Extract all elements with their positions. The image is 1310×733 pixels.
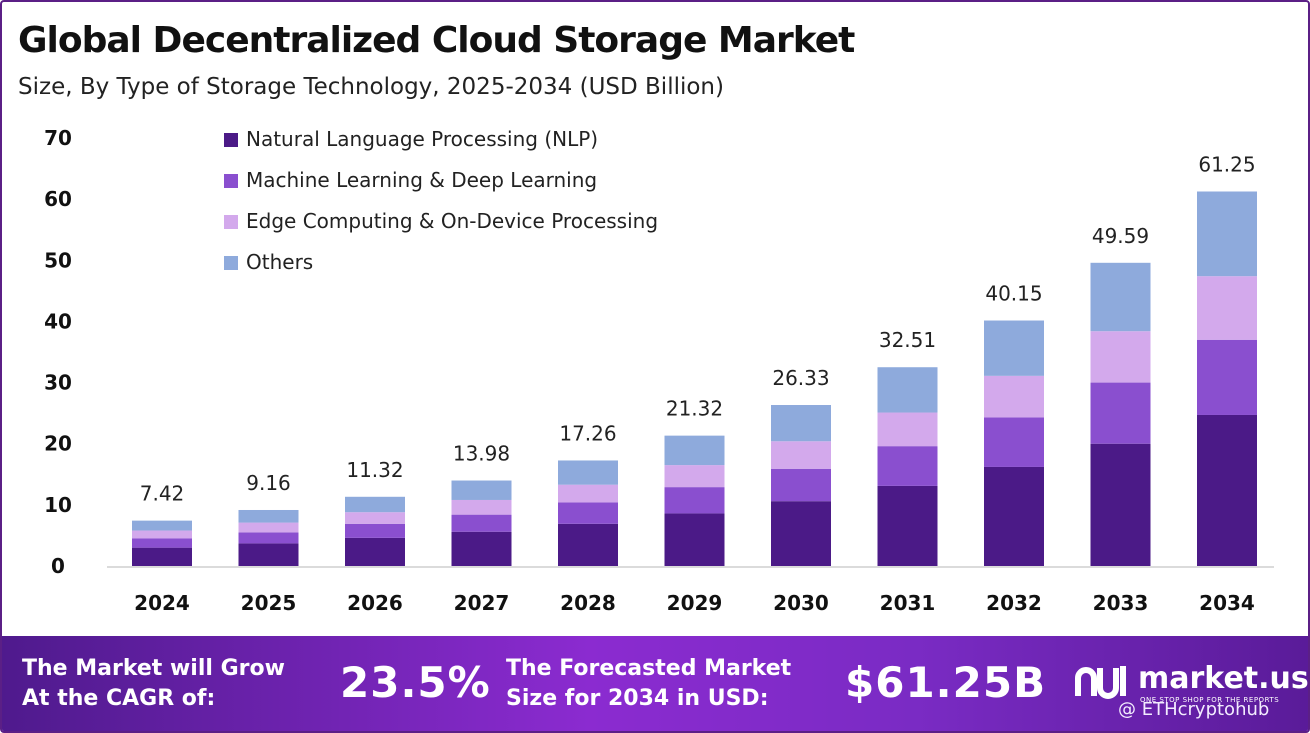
bar-total-label: 32.51 xyxy=(879,328,936,352)
x-tick-label: 2027 xyxy=(454,591,510,615)
bar-segment xyxy=(984,375,1044,418)
bar-segment xyxy=(451,514,512,532)
bar-total-label: 7.42 xyxy=(140,482,185,506)
legend-swatch xyxy=(224,133,238,147)
legend-label: Edge Computing & On-Device Processing xyxy=(246,209,658,233)
x-tick-label: 2030 xyxy=(773,591,829,615)
bar-segment xyxy=(984,466,1044,566)
bar-segment xyxy=(1197,339,1257,415)
bar-segment xyxy=(1090,443,1151,566)
y-tick-label: 40 xyxy=(44,309,72,333)
cagr-label-line1: The Market will Grow xyxy=(22,656,285,681)
bar-segment xyxy=(558,460,618,485)
bar-segment xyxy=(558,484,618,503)
chart-title: Global Decentralized Cloud Storage Marke… xyxy=(18,20,855,61)
bar-segment xyxy=(771,468,831,502)
x-tick-label: 2026 xyxy=(347,591,403,615)
bar-segment xyxy=(238,543,299,566)
y-tick-label: 10 xyxy=(44,493,72,517)
x-tick-label: 2033 xyxy=(1093,591,1149,615)
bar-segment xyxy=(1090,382,1151,444)
x-tick-label: 2032 xyxy=(986,591,1042,615)
watermark-handle: @ ETHcryptohub xyxy=(1118,699,1270,720)
bar-total-label: 13.98 xyxy=(453,442,510,466)
y-tick-label: 60 xyxy=(44,187,72,211)
forecast-label: The Forecasted Market Size for 2034 in U… xyxy=(506,654,791,714)
forecast-value: $61.25B xyxy=(845,658,1047,707)
market-us-logo-icon xyxy=(1075,666,1126,699)
bar-segment xyxy=(451,499,512,515)
bar-segment xyxy=(664,487,725,514)
bar-segment xyxy=(1197,414,1257,566)
bar-total-label: 61.25 xyxy=(1198,153,1255,177)
bar-total-label: 17.26 xyxy=(559,421,616,445)
bar-segment xyxy=(771,405,831,442)
legend-label: Machine Learning & Deep Learning xyxy=(246,168,597,192)
bar-total-label: 26.33 xyxy=(772,366,829,390)
bar-segment xyxy=(558,523,618,566)
cagr-label-line2: At the CAGR of: xyxy=(22,686,216,711)
bar-segment xyxy=(1197,191,1257,277)
bar-total-label: 21.32 xyxy=(666,397,723,421)
legend-swatch xyxy=(224,256,238,270)
footer-banner: The Market will Grow At the CAGR of: 23.… xyxy=(2,636,1308,731)
bar-segment xyxy=(877,485,938,566)
stacked-bar-chart: 0102030405060707.4220249.16202511.322026… xyxy=(44,126,1274,615)
bar-segment xyxy=(771,441,831,469)
bar-total-label: 11.32 xyxy=(346,458,403,482)
bar-segment xyxy=(984,320,1044,376)
cagr-value: 23.5% xyxy=(340,658,491,707)
bar-segment xyxy=(1090,262,1151,332)
bar-segment xyxy=(345,496,405,513)
bar-segment xyxy=(1197,276,1257,340)
bar-segment xyxy=(558,502,618,524)
legend-label: Others xyxy=(246,250,313,274)
bar-segment xyxy=(132,547,192,566)
bar-segment xyxy=(877,367,938,413)
bar-segment xyxy=(238,509,299,523)
y-tick-label: 20 xyxy=(44,432,72,456)
logo-tagline: ONE STOP SHOP FOR THE REPORTS xyxy=(1140,696,1280,704)
legend-label: Natural Language Processing (NLP) xyxy=(246,127,598,151)
bar-segment xyxy=(877,412,938,447)
bar-segment xyxy=(238,532,299,544)
x-tick-label: 2031 xyxy=(880,591,936,615)
x-tick-label: 2024 xyxy=(134,591,190,615)
bar-segment xyxy=(984,417,1044,467)
forecast-label-line2: Size for 2034 in USD: xyxy=(506,686,769,711)
cagr-label: The Market will Grow At the CAGR of: xyxy=(22,654,285,714)
y-tick-label: 50 xyxy=(44,248,72,272)
bar-segment xyxy=(771,501,831,566)
x-tick-label: 2034 xyxy=(1199,591,1255,615)
y-tick-label: 30 xyxy=(44,371,72,395)
bar-total-label: 49.59 xyxy=(1092,224,1149,248)
bar-segment xyxy=(664,513,725,566)
bar-segment xyxy=(132,538,192,548)
legend-swatch xyxy=(224,174,238,188)
legend-swatch xyxy=(224,215,238,229)
chart-subtitle: Size, By Type of Storage Technology, 202… xyxy=(18,74,724,100)
bar-segment xyxy=(1090,331,1151,383)
bar-segment xyxy=(132,530,192,539)
bar-segment xyxy=(664,435,725,466)
bar-segment xyxy=(132,520,192,531)
bar-segment xyxy=(664,465,725,488)
forecast-label-line1: The Forecasted Market xyxy=(506,656,792,681)
bar-segment xyxy=(877,446,938,486)
x-tick-label: 2028 xyxy=(560,591,616,615)
bar-segment xyxy=(345,512,405,524)
y-tick-label: 70 xyxy=(44,126,72,150)
bar-total-label: 40.15 xyxy=(985,282,1042,306)
bar-segment xyxy=(345,537,405,566)
bar-segment xyxy=(238,522,299,533)
bar-segment xyxy=(451,531,512,566)
y-tick-label: 0 xyxy=(51,554,65,578)
logo-text: market.us xyxy=(1138,661,1309,696)
bar-segment xyxy=(345,523,405,538)
bar-total-label: 9.16 xyxy=(246,471,291,495)
x-tick-label: 2029 xyxy=(667,591,723,615)
bar-segment xyxy=(451,480,512,500)
x-tick-label: 2025 xyxy=(241,591,297,615)
